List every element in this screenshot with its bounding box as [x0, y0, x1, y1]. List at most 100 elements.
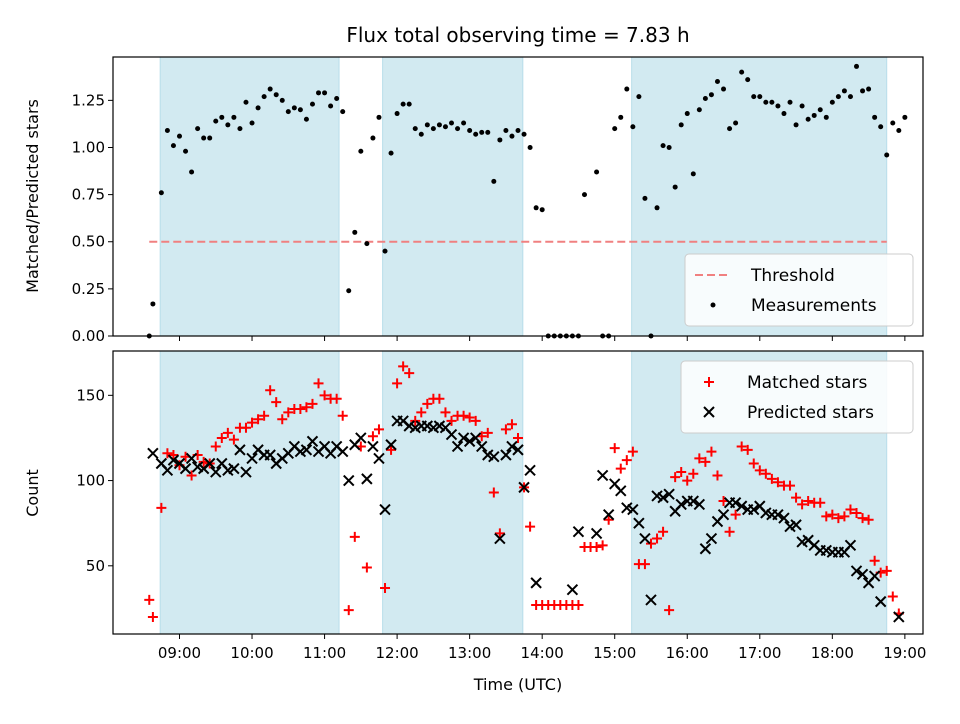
predicted-star-point [367, 440, 379, 453]
matched-star-point [380, 582, 391, 593]
measurement-point [805, 116, 811, 122]
measurement-point [841, 88, 847, 94]
matched-star-point [240, 422, 251, 433]
measurement-point [708, 92, 714, 98]
predicted-star-point [530, 577, 542, 589]
legend-label: Matched stars [747, 373, 867, 393]
x-tick-label: 12:00 [375, 644, 418, 662]
measurement-point [388, 150, 394, 156]
matched-star-point [247, 417, 258, 428]
predicted-star-point [373, 452, 385, 465]
legend-matched-swatch [704, 377, 714, 387]
matched-star-point [283, 407, 294, 418]
matched-star-point [210, 441, 221, 452]
measurement-point [261, 94, 267, 100]
top-y-axis-label: Matched/Predicted stars [23, 99, 42, 293]
measurement-point [309, 101, 315, 107]
matched-star-point [827, 509, 838, 520]
measurement-point [473, 131, 479, 137]
x-tick-label: 09:00 [158, 644, 201, 662]
predicted-star-point [240, 466, 252, 478]
predicted-star-point [663, 488, 675, 500]
predicted-star-point [572, 526, 585, 538]
predicted-star-point [856, 568, 869, 581]
predicted-star-point [566, 583, 579, 596]
measurement-point [624, 86, 630, 92]
matched-star-point [736, 441, 747, 452]
measurement-point [237, 126, 243, 132]
top-legend [684, 253, 914, 327]
measurement-point [854, 63, 860, 69]
matched-star-point [603, 514, 614, 525]
matched-star-point [803, 496, 814, 507]
matched-star-point [815, 497, 826, 508]
predicted-star-point [633, 517, 645, 529]
matched-star-point [228, 434, 239, 445]
matched-star-point [301, 402, 312, 413]
matched-star-point [253, 414, 264, 425]
measurement-point [733, 120, 739, 126]
predicted-star-point [717, 508, 730, 521]
x-tick-label: 13:00 [448, 644, 491, 662]
measurement-point [630, 124, 636, 130]
x-tick-label: 14:00 [521, 644, 564, 662]
bottom-legend [680, 360, 914, 434]
predicted-star-point [844, 539, 857, 552]
predicted-star-point [457, 432, 470, 444]
matched-star-point [591, 542, 602, 553]
predicted-star-point [488, 450, 500, 463]
matched-star-point [682, 475, 693, 486]
predicted-star-point [705, 532, 718, 545]
predicted-star-point [693, 498, 706, 511]
matched-star-point [670, 472, 681, 483]
measurement-point [273, 92, 279, 98]
matched-star-point [392, 378, 403, 389]
predicted-star-point [246, 452, 258, 465]
measurement-point [467, 128, 473, 134]
matched-star-point [162, 448, 173, 459]
measurement-point [721, 86, 727, 92]
matched-star-point [712, 470, 723, 481]
matched-star-point [525, 521, 536, 532]
measurement-point [503, 128, 509, 134]
matched-star-point [730, 509, 741, 520]
matched-star-point [706, 446, 717, 457]
matched-star-point [398, 361, 409, 372]
matched-star-point [386, 444, 397, 455]
measurement-point [618, 114, 624, 120]
x-axis-label: Time (UTC) [473, 675, 562, 694]
measurement-point [829, 99, 835, 105]
predicted-star-point [518, 481, 530, 494]
matched-star-point [277, 414, 288, 425]
measurement-point [660, 143, 666, 149]
measurement-point [817, 107, 823, 113]
measurement-point [201, 135, 207, 141]
measurement-point [860, 88, 866, 94]
matched-star-point [482, 427, 493, 438]
measurement-point [485, 129, 491, 135]
measurement-point [436, 122, 442, 128]
predicted-star-point [494, 532, 506, 545]
measurement-point [249, 120, 255, 126]
measurement-point [370, 135, 376, 141]
legend-label: Measurements [751, 296, 877, 316]
x-tick-label: 19:00 [883, 644, 926, 662]
measurement-point [334, 95, 340, 101]
measurement-point [666, 144, 672, 150]
measurement-point [442, 124, 448, 130]
predicted-star-point [639, 532, 651, 545]
measurement-point [176, 133, 182, 139]
measurement-point [835, 94, 841, 100]
measurement-point [539, 207, 545, 213]
matched-star-point [422, 398, 433, 409]
predicted-star-point [445, 428, 458, 441]
matched-star-point [658, 526, 669, 537]
predicted-star-point [615, 485, 627, 497]
predicted-star-point [735, 500, 748, 512]
matched-star-point [440, 407, 451, 418]
measurement-point [781, 111, 787, 117]
matched-star-point [676, 467, 687, 478]
x-tick-label: 10:00 [230, 644, 273, 662]
matched-star-point [754, 465, 765, 476]
predicted-star-point [343, 474, 355, 487]
